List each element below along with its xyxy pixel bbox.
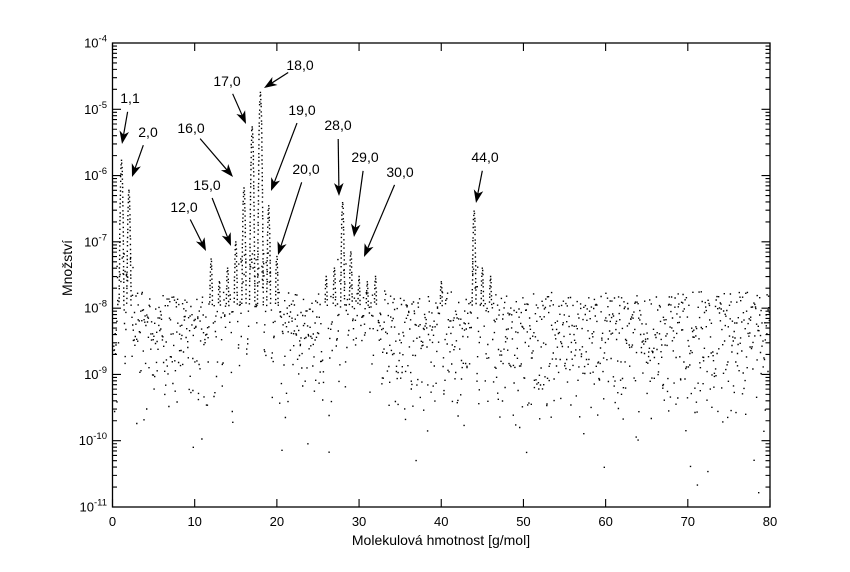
x-tick-label: 80	[763, 514, 777, 529]
annotation-arrowhead-icon	[221, 232, 231, 246]
annotation-arrow-line	[189, 219, 203, 245]
peak-label: 16,0	[177, 120, 204, 136]
annotation-arrowhead-icon	[334, 182, 344, 196]
axes-layer: 0 10 20 30 40 50 60 70 80 10-4 10-5 10-6 10-7 10-8 10-…	[79, 34, 777, 530]
peak-label: 15,0	[193, 177, 220, 193]
y-tick-label: 10-9	[84, 365, 107, 382]
annotation-arrow-line	[270, 72, 289, 85]
axis-ticks	[111, 42, 771, 508]
y-tick-label: 10-6	[84, 166, 107, 183]
annotation-arrowhead-icon	[220, 164, 233, 177]
peak-label: 12,0	[170, 199, 197, 215]
annotation-arrowhead-icon	[195, 237, 206, 251]
annotation-arrowhead-icon	[264, 77, 278, 88]
x-tick-label: 20	[270, 514, 284, 529]
peak-label: 17,0	[213, 73, 240, 89]
y-tick-label: 10-5	[84, 100, 107, 117]
annotation-arrowhead-icon	[473, 189, 484, 203]
y-tick-label: 10-11	[80, 498, 108, 515]
x-axis-label: Molekulová hmotnost [g/mol]	[352, 532, 530, 548]
annotation-arrow-line	[337, 138, 340, 189]
annotation-arrowhead-icon	[277, 241, 287, 255]
peak-label: 2,0	[138, 124, 158, 140]
annotation-arrow-line	[476, 170, 483, 196]
annotation-arrowhead-icon	[236, 110, 246, 124]
annotation-arrowhead-icon	[364, 243, 374, 257]
y-tick-label: 10-10	[79, 431, 107, 448]
x-tick-label: 40	[434, 514, 448, 529]
x-tick-label: 60	[598, 514, 612, 529]
peak-label: 44,0	[471, 149, 498, 165]
y-tick-label: 10-7	[84, 232, 107, 249]
y-tick-label: 10-8	[84, 299, 107, 316]
peak-annotations-layer: 1,1 2,0 12,0 15,0 16,0 17,0 18,0 19,0 20,0 28,029…	[119, 57, 499, 257]
x-tick-label: 30	[352, 514, 366, 529]
annotation-arrowhead-icon	[271, 177, 281, 191]
x-tick-label: 10	[187, 514, 201, 529]
x-tick-label: 50	[516, 514, 530, 529]
annotation-arrow-line	[232, 93, 244, 117]
x-tick-label: 0	[109, 514, 116, 529]
annotation-arrow-line	[354, 170, 364, 230]
annotation-arrowhead-icon	[351, 223, 361, 237]
annotation-arrowhead-icon	[119, 130, 129, 144]
annotation-arrow-line	[134, 144, 144, 170]
annotation-arrow-line	[279, 182, 303, 248]
plot-box	[111, 42, 771, 508]
peak-label: 20,0	[292, 161, 319, 177]
peak-label: 1,1	[120, 90, 140, 106]
peak-label: 19,0	[288, 102, 315, 118]
y-axis-label: Množství	[59, 240, 75, 296]
annotation-arrow-line	[366, 184, 396, 250]
x-tick-label: 70	[681, 514, 695, 529]
annotation-arrow-line	[199, 138, 229, 172]
peak-label: 28,0	[324, 117, 351, 133]
annotation-arrow-line	[211, 197, 229, 239]
annotation-arrow-line	[273, 122, 298, 184]
peak-label: 18,0	[286, 57, 313, 73]
annotation-arrowhead-icon	[131, 163, 141, 177]
peak-label: 29,0	[351, 149, 378, 165]
y-tick-label: 10-4	[84, 34, 107, 51]
peak-label: 30,0	[386, 164, 413, 180]
annotation-arrow-line	[122, 111, 129, 137]
